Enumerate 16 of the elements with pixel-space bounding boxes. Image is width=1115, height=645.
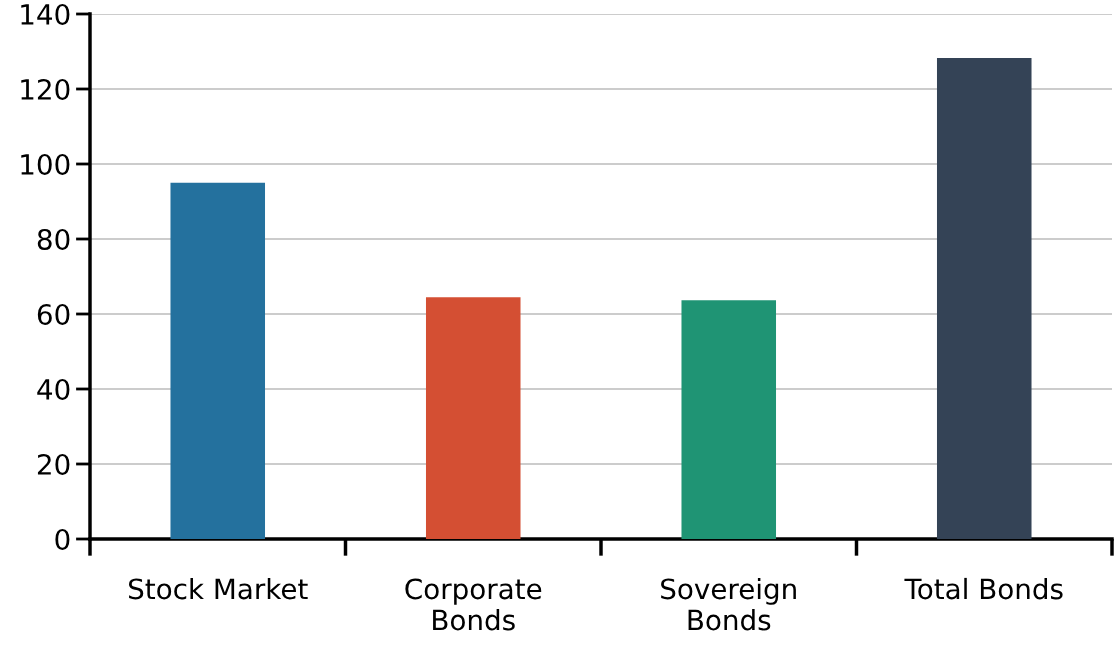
x-tick-label: Corporate Bonds	[405, 578, 542, 631]
y-tick-label: 100	[21, 153, 70, 175]
y-tick-label: 40	[37, 378, 70, 400]
bar	[936, 57, 1032, 539]
x-tick-label: Total Bonds	[904, 577, 1063, 600]
y-tick-label: 80	[37, 228, 70, 250]
y-tick-label: 0	[55, 528, 70, 550]
y-tick-label: 140	[21, 3, 70, 25]
y-tick-label: 60	[37, 303, 70, 325]
y-tick-label: 120	[21, 78, 70, 100]
x-tick-label: Stock Market	[128, 577, 308, 600]
bar	[681, 300, 777, 539]
bar	[170, 182, 266, 539]
bar	[425, 297, 521, 539]
x-tick-label: Sovereign Bonds	[661, 577, 796, 631]
y-tick-label: 20	[37, 453, 70, 475]
